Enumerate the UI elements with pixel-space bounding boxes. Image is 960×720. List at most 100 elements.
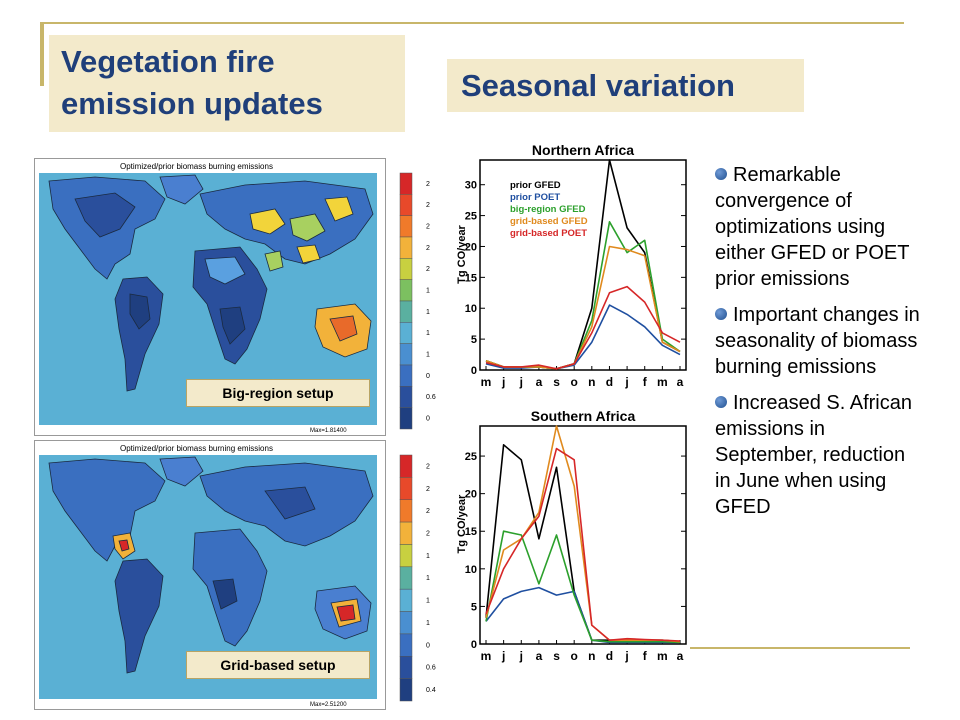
y-axis-label: Tg CO/year (456, 494, 468, 553)
x-tick-label: j (501, 649, 505, 663)
y-tick-label: 20 (465, 241, 477, 253)
y-tick-label: 20 (465, 489, 477, 501)
x-tick-label: d (606, 649, 613, 663)
colorbar-label: 1 (426, 309, 430, 316)
colorbar-swatch (399, 454, 413, 478)
x-tick-label: a (536, 375, 543, 389)
colorbar-swatch (399, 633, 413, 657)
y-tick-label: 15 (465, 272, 477, 284)
colorbar-swatch (399, 566, 413, 590)
colorbar-swatch (399, 499, 413, 523)
y-tick-label: 10 (465, 564, 477, 576)
x-tick-label: o (571, 649, 578, 663)
chart-title: Northern Africa (532, 142, 634, 158)
bullet-dot-icon (715, 168, 727, 180)
grid-based-setup-label: Grid-based setup (186, 651, 370, 679)
subtitle-box: Seasonal variation (447, 59, 804, 112)
colorbar-grid-based: 2 2 2 2 1 1 1 1 0 0.6 0.4 (399, 454, 436, 702)
x-tick-label: a (677, 375, 684, 389)
y-axis-label: Tg CO/year (456, 224, 468, 283)
colorbar-label: 1 (426, 598, 430, 605)
x-tick-label: n (588, 649, 595, 663)
y-tick-label: 15 (465, 526, 477, 538)
colorbar-label: 2 (426, 202, 430, 209)
colorbar-label: 0 (426, 642, 430, 649)
series-line (485, 586, 680, 644)
x-tick-label: d (606, 375, 613, 389)
x-tick-label: a (536, 649, 543, 663)
colorbar-swatch (399, 407, 413, 430)
colorbar-swatch (399, 656, 413, 679)
bottom-divider-line (690, 647, 910, 649)
colorbar-label: 1 (426, 620, 430, 627)
colorbar-swatch (399, 678, 413, 702)
colorbar-swatch (399, 194, 413, 216)
y-tick-label: 25 (465, 211, 477, 223)
colorbar-swatch (399, 172, 413, 195)
chart-title: Southern Africa (531, 408, 636, 424)
colorbar-label: 2 (426, 508, 430, 515)
colorbar-swatch (399, 322, 413, 344)
bullet-item: Important changes in seasonality of biom… (715, 302, 925, 380)
colorbar-swatch (399, 300, 413, 323)
y-tick-label: 25 (465, 451, 477, 463)
y-tick-label: 0 (471, 365, 477, 377)
bullet-dot-icon (715, 396, 727, 408)
colorbar-label: 2 (426, 531, 430, 538)
map-caption: Optimized/prior biomass burning emission… (120, 444, 273, 453)
colorbar-label: 1 (426, 330, 430, 337)
x-tick-label: j (519, 649, 523, 663)
series-line (485, 245, 681, 370)
colorbar-label: 2 (426, 245, 430, 252)
x-tick-label: s (553, 375, 560, 389)
title-box: Vegetation fire emission updates (49, 35, 405, 132)
slide-title: Vegetation fire emission updates (61, 44, 323, 121)
x-tick-label: m (657, 649, 668, 663)
legend-entry: grid-based GFED (510, 216, 588, 227)
colorbar-swatch (399, 521, 413, 545)
x-tick-label: j (501, 375, 505, 389)
colorbar-swatch (399, 477, 413, 500)
colorbar-label: 1 (426, 351, 430, 358)
colorbar-label: 1 (426, 575, 430, 582)
continents (48, 456, 374, 674)
top-divider-line (40, 22, 904, 24)
colorbar-label: 1 (426, 287, 430, 294)
bullet-list: Remarkable convergence of optimizations … (715, 162, 925, 530)
legend-entry: big-region GFED (510, 204, 586, 215)
colorbar-swatch (399, 343, 413, 366)
colorbar-label: 0.4 (426, 687, 436, 694)
x-tick-label: j (624, 649, 628, 663)
plot-frame (479, 425, 687, 645)
x-tick-label: o (571, 375, 578, 389)
colorbar-swatch (399, 544, 413, 568)
big-region-setup-label: Big-region setup (186, 379, 370, 407)
colorbar-label: 2 (426, 266, 430, 273)
bullet-text: Increased S. African emissions in Septem… (715, 392, 912, 518)
bullet-item: Remarkable convergence of optimizations … (715, 162, 925, 292)
map-max-label: Max=2.51200 (310, 702, 347, 708)
y-tick-label: 5 (471, 334, 477, 346)
legend-entry: grid-based POET (510, 228, 587, 239)
left-accent-line (40, 22, 44, 86)
colorbar-label: 1 (426, 553, 430, 560)
y-tick-label: 0 (471, 639, 477, 651)
colorbar-label: 2 (426, 486, 430, 493)
y-tick-label: 30 (465, 180, 477, 192)
series-line (485, 285, 681, 370)
plot-frame (479, 159, 687, 371)
x-tick-label: n (588, 375, 595, 389)
x-tick-label: m (481, 649, 492, 663)
x-tick-label: m (481, 375, 492, 389)
x-tick-label: j (519, 375, 523, 389)
legend-entry: prior GFED (510, 180, 561, 191)
x-tick-label: s (553, 649, 560, 663)
colorbar-label: 2 (426, 223, 430, 230)
bullet-dot-icon (715, 308, 727, 320)
colorbar-swatch (399, 611, 413, 635)
x-tick-label: f (643, 649, 648, 663)
colorbar-swatch (399, 215, 413, 238)
y-tick-label: 5 (471, 601, 477, 613)
